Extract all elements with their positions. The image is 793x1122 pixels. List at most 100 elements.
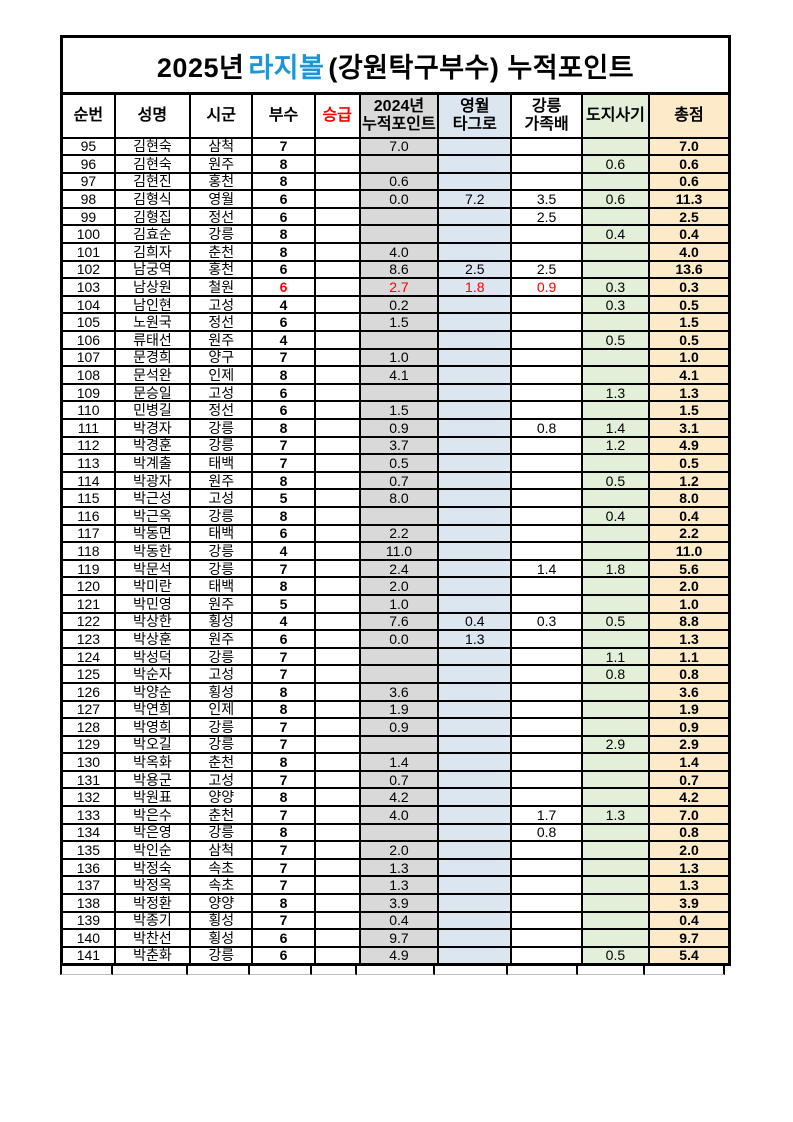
cell-division: 8 — [251, 154, 316, 174]
cell-total: 9.7 — [648, 928, 731, 948]
table-row: 104 남인현 고성 4 0.2 0.3 0.5 — [60, 294, 731, 315]
cell-yeongwol — [437, 294, 513, 315]
cell-promotion — [313, 259, 361, 280]
table-row: 124 박성덕 강릉 7 1.1 1.1 — [60, 646, 731, 667]
cell-name: 남인현 — [113, 294, 192, 315]
cell-city: 원주 — [189, 593, 254, 614]
cell-division: 7 — [251, 664, 316, 684]
cell-governor — [580, 787, 651, 808]
cell-governor — [580, 910, 651, 931]
cell-total: 3.1 — [648, 418, 731, 438]
table-row: 118 박동한 강릉 4 11.0 11.0 — [60, 541, 731, 561]
cell-promotion — [313, 840, 361, 860]
cell-name: 김현숙 — [113, 154, 192, 174]
cell-division: 4 — [251, 330, 316, 350]
cell-p2024: 4.0 — [358, 242, 440, 262]
cell-yeongwol — [437, 136, 513, 157]
cell-promotion — [313, 206, 361, 227]
cell-name: 문석완 — [113, 365, 192, 385]
cell-gangneung — [510, 646, 583, 667]
cell-gangneung — [510, 875, 583, 896]
table-row: 101 김희자 춘천 8 4.0 4.0 — [60, 242, 731, 262]
cell-p2024 — [358, 382, 440, 403]
cell-gangneung — [510, 857, 583, 878]
cell-p2024: 0.9 — [358, 717, 440, 737]
cell-total: 7.0 — [648, 136, 731, 157]
cell-no: 106 — [60, 330, 116, 350]
cell-name: 김형식 — [113, 189, 192, 209]
cell-no: 104 — [60, 294, 116, 315]
cell-no: 140 — [60, 928, 116, 948]
cell-gangneung — [510, 382, 583, 403]
cell-promotion — [313, 734, 361, 755]
cell-yeongwol: 7.2 — [437, 189, 513, 209]
cell-no: 137 — [60, 875, 116, 896]
table-row: 135 박인순 삼척 7 2.0 2.0 — [60, 840, 731, 860]
cell-city: 인제 — [189, 699, 254, 720]
cell-city: 양양 — [189, 787, 254, 808]
cell-city: 고성 — [189, 382, 254, 403]
cell-p2024: 7.0 — [358, 136, 440, 157]
cell-name: 김형집 — [113, 206, 192, 227]
cell-governor: 1.3 — [580, 805, 651, 825]
cell-gangneung — [510, 171, 583, 192]
cell-name: 민병길 — [113, 400, 192, 420]
cell-no: 96 — [60, 154, 116, 174]
cell-promotion — [313, 154, 361, 174]
cell-governor — [580, 400, 651, 420]
cell-total: 0.5 — [648, 330, 731, 350]
header-name: 성명 — [113, 92, 192, 139]
cell-city: 정선 — [189, 206, 254, 227]
cell-city: 강릉 — [189, 734, 254, 755]
cell-name: 박은영 — [113, 822, 192, 843]
cell-yeongwol — [437, 752, 513, 772]
cell-gangneung — [510, 576, 583, 596]
cell-yeongwol — [437, 769, 513, 790]
cell-governor — [580, 312, 651, 333]
cell-p2024: 8.0 — [358, 488, 440, 508]
cell-promotion — [313, 752, 361, 772]
cell-no: 136 — [60, 857, 116, 878]
cell-no: 111 — [60, 418, 116, 438]
cell-division: 5 — [251, 488, 316, 508]
cell-name: 박상훈 — [113, 629, 192, 649]
cell-no: 105 — [60, 312, 116, 333]
cell-promotion — [313, 224, 361, 245]
cell-total: 7.0 — [648, 805, 731, 825]
cell-name: 박동한 — [113, 541, 192, 561]
cell-name: 김효순 — [113, 224, 192, 245]
cell-promotion — [313, 470, 361, 491]
title-highlight: 라지볼 — [248, 52, 325, 83]
cell-p2024: 4.9 — [358, 945, 440, 966]
cell-division: 7 — [251, 910, 316, 931]
cell-division: 8 — [251, 752, 316, 772]
cell-gangneung: 3.5 — [510, 189, 583, 209]
cell-p2024: 1.4 — [358, 752, 440, 772]
cell-name: 김현숙 — [113, 136, 192, 157]
cell-city: 홍천 — [189, 171, 254, 192]
cell-name: 박연희 — [113, 699, 192, 720]
cell-total: 1.5 — [648, 400, 731, 420]
cell-name: 남상원 — [113, 277, 192, 297]
table-row: 112 박경훈 강릉 7 3.7 1.2 4.9 — [60, 435, 731, 456]
cell-division: 4 — [251, 294, 316, 315]
cell-total: 0.5 — [648, 294, 731, 315]
cell-promotion — [313, 400, 361, 420]
cell-division: 8 — [251, 224, 316, 245]
cell-division: 8 — [251, 822, 316, 843]
table-row: 134 박은영 강릉 8 0.8 0.8 — [60, 822, 731, 843]
cell-gangneung — [510, 699, 583, 720]
cell-yeongwol — [437, 664, 513, 684]
table-row: 120 박미란 태백 8 2.0 2.0 — [60, 576, 731, 596]
cell-total: 1.3 — [648, 629, 731, 649]
cell-governor — [580, 752, 651, 772]
cell-gangneung — [510, 840, 583, 860]
table-row: 130 박옥화 춘천 8 1.4 1.4 — [60, 752, 731, 772]
cell-no: 125 — [60, 664, 116, 684]
cell-promotion — [313, 857, 361, 878]
cell-name: 박광자 — [113, 470, 192, 491]
cell-gangneung: 1.7 — [510, 805, 583, 825]
cell-gangneung — [510, 945, 583, 966]
cell-governor — [580, 699, 651, 720]
table-row: 103 남상원 철원 6 2.7 1.8 0.9 0.3 0.3 — [60, 277, 731, 297]
